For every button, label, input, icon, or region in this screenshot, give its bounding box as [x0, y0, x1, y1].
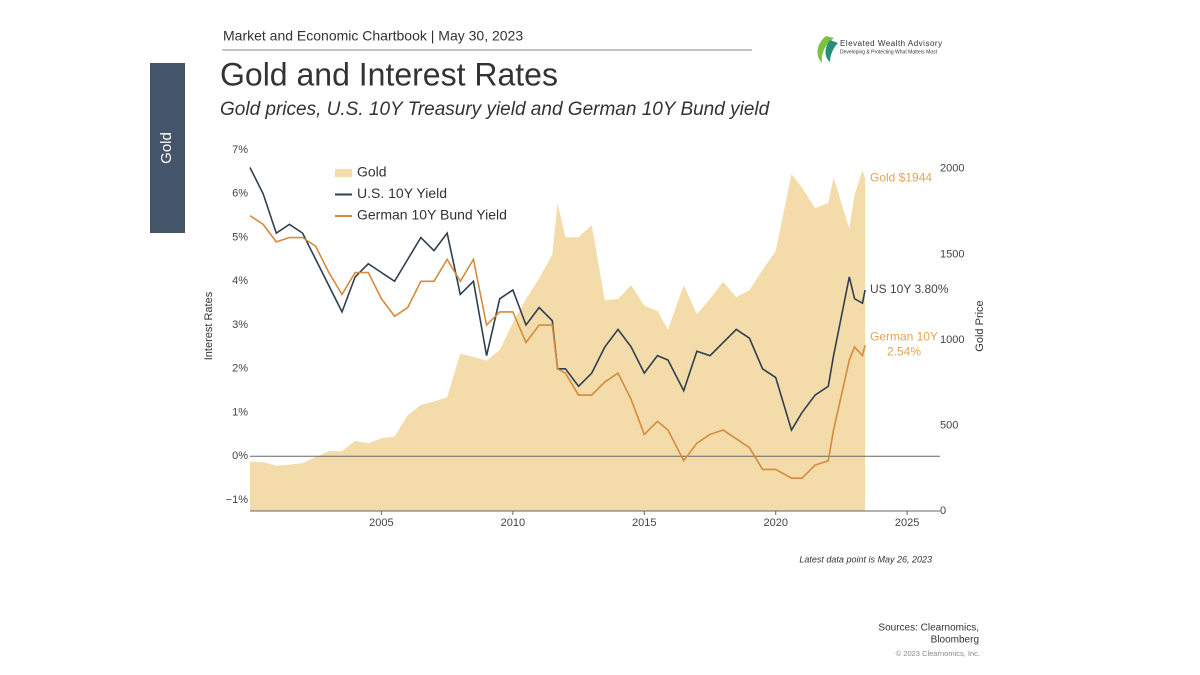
x-tick-label: 2020 [763, 517, 787, 529]
logo-name: Elevated Wealth Advisory [840, 39, 943, 48]
note: Latest data point is May 26, 2023 [799, 554, 932, 564]
side-tab-label: Gold [158, 132, 175, 164]
legend-swatch [335, 169, 352, 177]
y-tick-label: 5% [232, 231, 248, 243]
y2-tick-label: 1500 [940, 248, 964, 260]
y2-axis-label: Gold Price [974, 300, 986, 351]
logo-leaf [817, 36, 834, 63]
area [250, 170, 866, 511]
y-tick-label: 3% [232, 319, 248, 331]
x-tick-label: 2015 [632, 517, 656, 529]
y-tick-label: 0% [232, 450, 248, 462]
line [249, 214, 866, 479]
logo-leaf [825, 40, 838, 62]
chart-subtitle: Gold prices, U.S. 10Y Treasury yield and… [220, 99, 771, 120]
legend-label: Gold [357, 164, 387, 180]
y-tick-label: 1% [232, 406, 248, 418]
y2-tick-label: 0 [940, 505, 946, 517]
y-tick-label: −1% [226, 494, 249, 506]
y-tick-label: 7% [232, 144, 248, 156]
header: Market and Economic Chartbook | May 30, … [223, 28, 523, 44]
y-tick-label: 6% [232, 188, 248, 200]
chart-title: Gold and Interest Rates [220, 56, 558, 92]
side-tab [150, 63, 185, 233]
end-label: US 10Y 3.80% [870, 282, 949, 296]
y2-tick-label: 500 [940, 419, 958, 431]
copyright: © 2023 Clearnomics, Inc. [896, 649, 980, 658]
y-tick-label: 4% [232, 275, 248, 287]
x-tick-label: 2025 [895, 517, 919, 529]
x-tick-label: 2005 [369, 517, 393, 529]
y-tick-label: 2% [232, 363, 248, 375]
sources: Sources: Clearnomics, [878, 623, 979, 634]
end-label: 2.54% [887, 344, 921, 358]
sources: Bloomberg [931, 635, 979, 646]
y-axis-label: Interest Rates [203, 291, 215, 360]
logo-tagline: Developing & Protecting What Matters Mos… [840, 49, 938, 55]
legend-label: U.S. 10Y Yield [357, 185, 447, 201]
end-label: German 10Y [870, 329, 938, 343]
legend-label: German 10Y Bund Yield [357, 207, 507, 223]
end-label: Gold $1944 [870, 171, 932, 185]
x-tick-label: 2010 [501, 517, 525, 529]
y2-tick-label: 2000 [940, 163, 964, 175]
y2-tick-label: 1000 [940, 334, 964, 346]
